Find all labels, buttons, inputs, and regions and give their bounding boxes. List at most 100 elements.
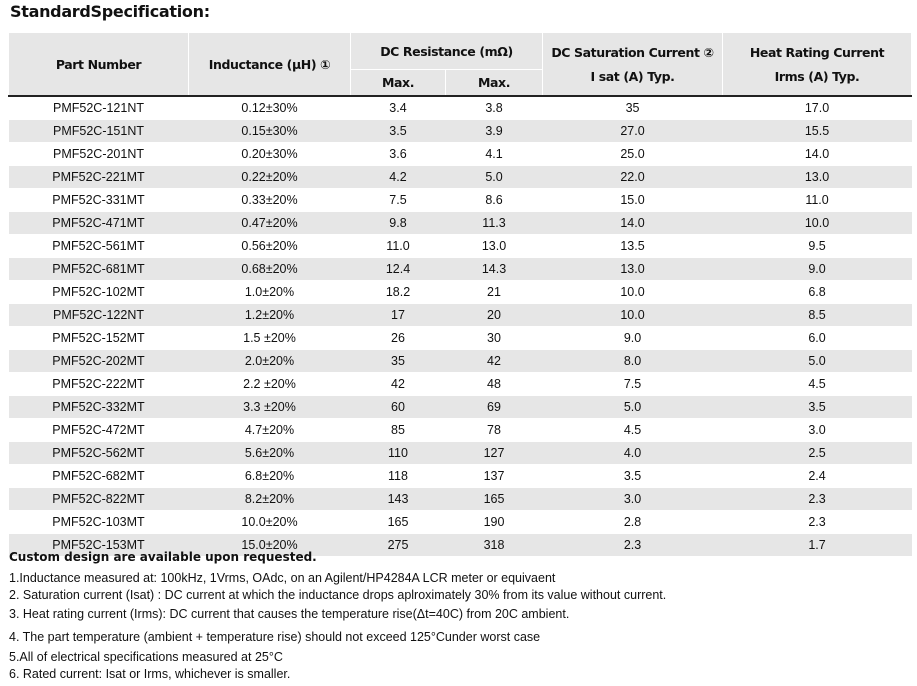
header-inductance: Inductance (µH) ① bbox=[188, 32, 351, 97]
cell-dcr-max-2: 20 bbox=[445, 303, 543, 327]
table-row: PMF52C-562MT 5.6±20% 110 127 4.0 2.5 bbox=[8, 441, 912, 465]
cell-dcr-max-2: 4.1 bbox=[445, 142, 543, 166]
table-row: PMF52C-102MT 1.0±20% 18.2 21 10.0 6.8 bbox=[8, 280, 912, 304]
cell-isat: 9.0 bbox=[542, 326, 723, 350]
cell-part-number: PMF52C-202MT bbox=[8, 349, 189, 373]
note-3: 3. Heat rating current (Irms): DC curren… bbox=[9, 607, 570, 621]
cell-dcr-max-1: 35 bbox=[350, 349, 446, 373]
cell-dcr-max-1: 85 bbox=[350, 418, 446, 442]
cell-dcr-max-1: 26 bbox=[350, 326, 446, 350]
cell-part-number: PMF52C-102MT bbox=[8, 280, 189, 304]
cell-isat: 13.0 bbox=[542, 257, 723, 281]
cell-inductance: 2.2 ±20% bbox=[188, 372, 351, 396]
cell-isat: 10.0 bbox=[542, 280, 723, 304]
cell-dcr-max-1: 9.8 bbox=[350, 211, 446, 235]
cell-dcr-max-1: 143 bbox=[350, 487, 446, 511]
cell-isat: 7.5 bbox=[542, 372, 723, 396]
cell-dcr-max-1: 12.4 bbox=[350, 257, 446, 281]
cell-dcr-max-2: 137 bbox=[445, 464, 543, 488]
table-row: PMF52C-202MT 2.0±20% 35 42 8.0 5.0 bbox=[8, 349, 912, 373]
header-part-number: Part Number bbox=[8, 32, 189, 97]
cell-dcr-max-1: 60 bbox=[350, 395, 446, 419]
cell-dcr-max-2: 48 bbox=[445, 372, 543, 396]
cell-isat: 10.0 bbox=[542, 303, 723, 327]
note-2: 2. Saturation current (Isat) : DC curren… bbox=[9, 588, 667, 602]
note-1: 1.Inductance measured at: 100kHz, 1Vrms,… bbox=[9, 571, 556, 585]
cell-dcr-max-2: 127 bbox=[445, 441, 543, 465]
cell-inductance: 2.0±20% bbox=[188, 349, 351, 373]
cell-dcr-max-1: 3.6 bbox=[350, 142, 446, 166]
table-row: PMF52C-472MT 4.7±20% 85 78 4.5 3.0 bbox=[8, 418, 912, 442]
cell-irms: 9.0 bbox=[722, 257, 912, 281]
table-row: PMF52C-151NT 0.15±30% 3.5 3.9 27.0 15.5 bbox=[8, 119, 912, 143]
cell-dcr-max-1: 275 bbox=[350, 533, 446, 557]
cell-dcr-max-1: 3.5 bbox=[350, 119, 446, 143]
note-6: 6. Rated current: Isat or Irms, whicheve… bbox=[9, 667, 291, 681]
cell-dcr-max-1: 118 bbox=[350, 464, 446, 488]
table-row: PMF52C-331MT 0.33±20% 7.5 8.6 15.0 11.0 bbox=[8, 188, 912, 212]
table-row: PMF52C-122NT 1.2±20% 17 20 10.0 8.5 bbox=[8, 303, 912, 327]
cell-part-number: PMF52C-201NT bbox=[8, 142, 189, 166]
cell-part-number: PMF52C-151NT bbox=[8, 119, 189, 143]
table-row: PMF52C-561MT 0.56±20% 11.0 13.0 13.5 9.5 bbox=[8, 234, 912, 258]
cell-inductance: 0.12±30% bbox=[188, 96, 351, 120]
cell-dcr-max-2: 190 bbox=[445, 510, 543, 534]
cell-irms: 2.3 bbox=[722, 510, 912, 534]
cell-inductance: 15.0±20% bbox=[188, 533, 351, 557]
cell-isat: 4.5 bbox=[542, 418, 723, 442]
header-irms-line2: Irms (A) Typ. bbox=[774, 68, 860, 84]
table-row: PMF52C-103MT 10.0±20% 165 190 2.8 2.3 bbox=[8, 510, 912, 534]
cell-inductance: 0.56±20% bbox=[188, 234, 351, 258]
header-isat-line1: DC Saturation Current ② bbox=[551, 44, 714, 60]
header-isat-line2: I sat (A) Typ. bbox=[590, 68, 675, 84]
table-row: PMF52C-121NT 0.12±30% 3.4 3.8 35 17.0 bbox=[8, 96, 912, 120]
cell-part-number: PMF52C-122NT bbox=[8, 303, 189, 327]
table-row: PMF52C-471MT 0.47±20% 9.8 11.3 14.0 10.0 bbox=[8, 211, 912, 235]
header-dc-resistance: DC Resistance (mΩ) bbox=[349, 32, 544, 70]
cell-inductance: 4.7±20% bbox=[188, 418, 351, 442]
cell-irms: 5.0 bbox=[722, 349, 912, 373]
cell-isat: 3.5 bbox=[542, 464, 723, 488]
cell-inductance: 3.3 ±20% bbox=[188, 395, 351, 419]
note-5: 5.All of electrical specifications measu… bbox=[9, 650, 283, 664]
page-title: StandardSpecification: bbox=[10, 2, 210, 21]
header-dcr-max-1: Max. bbox=[350, 69, 446, 97]
cell-isat: 14.0 bbox=[542, 211, 723, 235]
cell-dcr-max-2: 21 bbox=[445, 280, 543, 304]
note-4: 4. The part temperature (ambient + tempe… bbox=[9, 630, 541, 644]
table-row: PMF52C-822MT 8.2±20% 143 165 3.0 2.3 bbox=[8, 487, 912, 511]
cell-dcr-max-1: 3.4 bbox=[350, 96, 446, 120]
table-row: PMF52C-682MT 6.8±20% 118 137 3.5 2.4 bbox=[8, 464, 912, 488]
cell-isat: 8.0 bbox=[542, 349, 723, 373]
cell-dcr-max-1: 4.2 bbox=[350, 165, 446, 189]
cell-inductance: 0.15±30% bbox=[188, 119, 351, 143]
header-dcr-max-2: Max. bbox=[444, 69, 544, 97]
cell-inductance: 5.6±20% bbox=[188, 441, 351, 465]
cell-part-number: PMF52C-561MT bbox=[8, 234, 189, 258]
cell-inductance: 1.0±20% bbox=[188, 280, 351, 304]
cell-irms: 9.5 bbox=[722, 234, 912, 258]
cell-dcr-max-2: 42 bbox=[445, 349, 543, 373]
cell-irms: 2.3 bbox=[722, 487, 912, 511]
cell-irms: 8.5 bbox=[722, 303, 912, 327]
cell-isat: 2.8 bbox=[542, 510, 723, 534]
cell-part-number: PMF52C-222MT bbox=[8, 372, 189, 396]
cell-isat: 13.5 bbox=[542, 234, 723, 258]
cell-dcr-max-1: 17 bbox=[350, 303, 446, 327]
table-row: PMF52C-681MT 0.68±20% 12.4 14.3 13.0 9.0 bbox=[8, 257, 912, 281]
cell-part-number: PMF52C-472MT bbox=[8, 418, 189, 442]
table-row: PMF52C-332MT 3.3 ±20% 60 69 5.0 3.5 bbox=[8, 395, 912, 419]
cell-dcr-max-1: 110 bbox=[350, 441, 446, 465]
cell-inductance: 1.5 ±20% bbox=[188, 326, 351, 350]
cell-part-number: PMF52C-682MT bbox=[8, 464, 189, 488]
cell-irms: 2.4 bbox=[722, 464, 912, 488]
cell-dcr-max-2: 318 bbox=[445, 533, 543, 557]
cell-part-number: PMF52C-221MT bbox=[8, 165, 189, 189]
notes-heading: Custom design are available upon request… bbox=[9, 550, 317, 564]
cell-irms: 6.8 bbox=[722, 280, 912, 304]
cell-inductance: 0.33±20% bbox=[188, 188, 351, 212]
cell-isat: 35 bbox=[542, 96, 723, 120]
cell-irms: 3.0 bbox=[722, 418, 912, 442]
cell-part-number: PMF52C-152MT bbox=[8, 326, 189, 350]
cell-irms: 13.0 bbox=[722, 165, 912, 189]
